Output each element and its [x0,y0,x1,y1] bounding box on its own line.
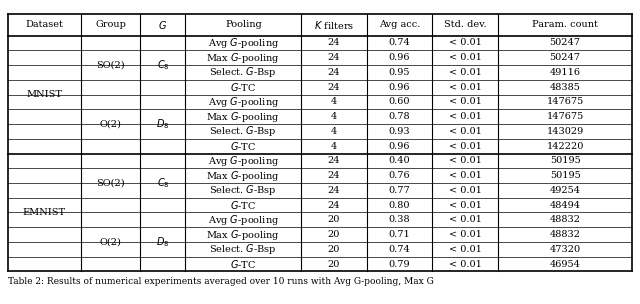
Text: $G$-TC: $G$-TC [230,81,257,93]
Text: 48494: 48494 [550,201,580,210]
Text: < 0.01: < 0.01 [449,142,481,151]
Text: Avg $G$-pooling: Avg $G$-pooling [207,154,279,168]
Text: 0.38: 0.38 [388,215,410,224]
Text: < 0.01: < 0.01 [449,201,481,210]
Text: 24: 24 [328,171,340,180]
Text: Avg $G$-pooling: Avg $G$-pooling [207,36,279,50]
Text: 147675: 147675 [547,112,584,121]
Text: 24: 24 [328,156,340,165]
Text: Avg $G$-pooling: Avg $G$-pooling [207,213,279,227]
Text: $D_8$: $D_8$ [156,235,170,249]
Text: 0.74: 0.74 [388,245,410,254]
Text: 0.60: 0.60 [388,97,410,106]
Text: 147675: 147675 [547,97,584,106]
Text: 50195: 50195 [550,156,580,165]
Text: < 0.01: < 0.01 [449,127,481,136]
Text: < 0.01: < 0.01 [449,215,481,224]
Text: EMNIST: EMNIST [23,208,66,217]
Text: 142220: 142220 [547,142,584,151]
Text: 0.96: 0.96 [388,83,410,92]
Text: < 0.01: < 0.01 [449,171,481,180]
Text: Dataset: Dataset [26,20,63,29]
Text: 0.80: 0.80 [388,201,410,210]
Text: Avg acc.: Avg acc. [379,20,420,29]
Text: < 0.01: < 0.01 [449,53,481,62]
Text: 0.74: 0.74 [388,38,410,47]
Text: $G$: $G$ [159,19,168,31]
Text: $G$-TC: $G$-TC [230,199,257,211]
Text: < 0.01: < 0.01 [449,38,481,47]
Text: Max $G$-pooling: Max $G$-pooling [207,110,280,124]
Text: 46954: 46954 [550,260,580,269]
Text: O(2): O(2) [100,119,122,129]
Text: 0.77: 0.77 [388,186,410,195]
Text: 0.76: 0.76 [388,171,410,180]
Text: 50247: 50247 [550,53,580,62]
Text: Param. count: Param. count [532,20,598,29]
Text: Avg $G$-pooling: Avg $G$-pooling [207,95,279,109]
Text: 49254: 49254 [550,186,580,195]
Text: 4: 4 [331,142,337,151]
Text: 48832: 48832 [550,215,580,224]
Text: Pooling: Pooling [225,20,262,29]
Text: 24: 24 [328,38,340,47]
Text: 24: 24 [328,68,340,77]
Text: 20: 20 [328,260,340,269]
Text: SO(2): SO(2) [97,60,125,70]
Text: 24: 24 [328,83,340,92]
Text: $C_8$: $C_8$ [157,176,170,190]
Text: < 0.01: < 0.01 [449,112,481,121]
Text: 24: 24 [328,53,340,62]
Text: Max $G$-pooling: Max $G$-pooling [207,228,280,242]
Text: MNIST: MNIST [26,90,62,99]
Text: 20: 20 [328,245,340,254]
Text: Select. $G$-Bsp: Select. $G$-Bsp [209,65,277,79]
Text: $G$-TC: $G$-TC [230,140,257,152]
Text: < 0.01: < 0.01 [449,156,481,165]
Text: 49116: 49116 [550,68,580,77]
Text: 50195: 50195 [550,171,580,180]
Text: Select. $G$-Bsp: Select. $G$-Bsp [209,183,277,197]
Text: 0.78: 0.78 [388,112,410,121]
Text: Max $G$-pooling: Max $G$-pooling [207,169,280,183]
Text: Max $G$-pooling: Max $G$-pooling [207,51,280,65]
Text: 4: 4 [331,97,337,106]
Text: 24: 24 [328,186,340,195]
Text: 0.71: 0.71 [388,230,410,239]
Text: 48832: 48832 [550,230,580,239]
Text: $K$ filters: $K$ filters [314,19,354,31]
Text: $G$-TC: $G$-TC [230,258,257,270]
Text: < 0.01: < 0.01 [449,245,481,254]
Text: 24: 24 [328,201,340,210]
Text: < 0.01: < 0.01 [449,97,481,106]
Text: 0.95: 0.95 [388,68,410,77]
Text: 0.79: 0.79 [388,260,410,269]
Text: 4: 4 [331,112,337,121]
Text: < 0.01: < 0.01 [449,230,481,239]
Text: O(2): O(2) [100,237,122,247]
Text: Group: Group [95,20,126,29]
Text: 20: 20 [328,215,340,224]
Text: Std. dev.: Std. dev. [444,20,486,29]
Text: 143029: 143029 [547,127,584,136]
Text: 50247: 50247 [550,38,580,47]
Text: Select. $G$-Bsp: Select. $G$-Bsp [209,124,277,138]
Text: $D_8$: $D_8$ [156,117,170,131]
Text: < 0.01: < 0.01 [449,260,481,269]
Text: Select. $G$-Bsp: Select. $G$-Bsp [209,242,277,256]
Text: 0.40: 0.40 [388,156,410,165]
Text: < 0.01: < 0.01 [449,68,481,77]
Text: 0.96: 0.96 [388,53,410,62]
Text: $C_8$: $C_8$ [157,58,170,72]
Text: 0.93: 0.93 [388,127,410,136]
Text: 47320: 47320 [550,245,580,254]
Text: 20: 20 [328,230,340,239]
Text: Table 2: Results of numerical experiments averaged over 10 runs with Avg G-pooli: Table 2: Results of numerical experiment… [8,277,433,286]
Text: 48385: 48385 [550,83,580,92]
Text: SO(2): SO(2) [97,178,125,188]
Text: < 0.01: < 0.01 [449,83,481,92]
Text: 4: 4 [331,127,337,136]
Text: 0.96: 0.96 [388,142,410,151]
Text: < 0.01: < 0.01 [449,186,481,195]
